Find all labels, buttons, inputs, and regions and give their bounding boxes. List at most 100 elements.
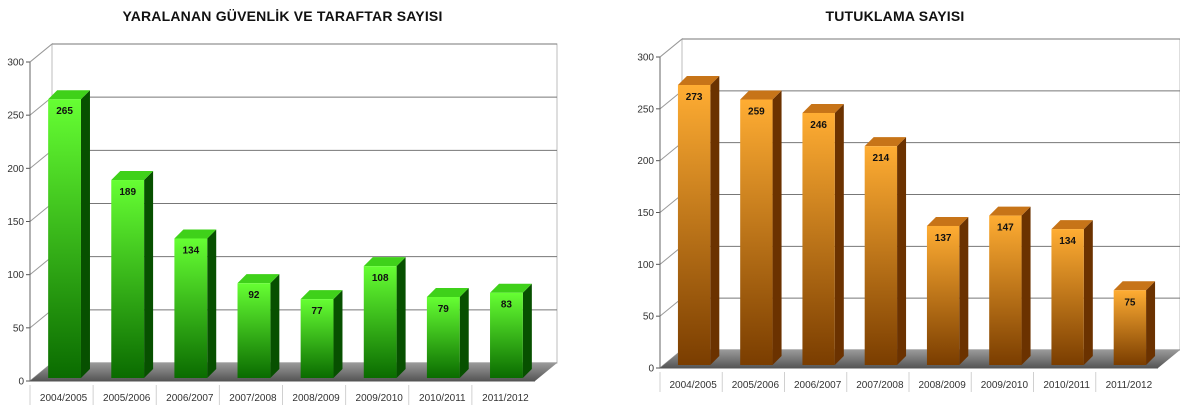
bar xyxy=(363,257,406,378)
bar-front xyxy=(237,283,271,378)
bar xyxy=(300,290,343,378)
data-label: 134 xyxy=(1059,236,1076,247)
bar-side xyxy=(80,90,90,378)
bar-side xyxy=(144,171,154,378)
bar xyxy=(677,75,720,366)
bar-front xyxy=(989,215,1022,365)
bar xyxy=(864,137,907,365)
bar-side xyxy=(207,229,217,378)
chart-panel-left: YARALANAN GÜVENLİK VE TARAFTAR SAYISI 0 5… xyxy=(0,0,565,412)
bar-top xyxy=(677,75,720,85)
x-tick-label: 2006/2007 xyxy=(794,380,842,391)
data-label: 75 xyxy=(1124,297,1136,308)
bar-top xyxy=(1113,281,1156,291)
y-tick-label: 150 xyxy=(637,208,654,219)
bar xyxy=(1113,281,1156,365)
bar-side xyxy=(1146,281,1156,365)
bar-side xyxy=(959,216,969,365)
data-label: 79 xyxy=(438,304,450,315)
bar-front xyxy=(864,146,898,365)
y-tick-label: 300 xyxy=(637,53,654,64)
bar-front xyxy=(1113,290,1147,365)
data-label: 147 xyxy=(997,223,1014,234)
y-tick-label: 150 xyxy=(7,217,24,228)
x-tick-label: 2004/2005 xyxy=(669,380,717,391)
bar xyxy=(174,229,217,378)
bar xyxy=(237,274,280,378)
y-tick-label: 0 xyxy=(648,364,654,375)
bar-chart-injured: 0 50 100 150 200 250 300 265 2004/2005 189 2005/20… xyxy=(7,42,558,405)
bar-top xyxy=(989,206,1031,216)
bar-side xyxy=(772,90,782,366)
bar-top xyxy=(111,171,154,181)
data-label: 189 xyxy=(119,187,136,198)
bar-side xyxy=(710,75,720,366)
bar-side xyxy=(333,290,343,378)
y-tick-label: 250 xyxy=(7,111,24,122)
bar-top xyxy=(740,90,782,100)
bar-top xyxy=(926,216,969,226)
y-tick-label: 250 xyxy=(637,104,654,115)
bar-side xyxy=(834,103,844,365)
plot-floor xyxy=(30,363,557,381)
bar xyxy=(989,206,1031,365)
bar-chart-arrests: 0 50 100 150 200 250 300 273 2004/2005 259 2005/20… xyxy=(637,37,1180,392)
x-tick-label: 2009/2010 xyxy=(356,393,404,404)
bar-front xyxy=(926,225,960,365)
chart-panel-right: TUTUKLAMA SAYISI 0 50 100 150 200 250 300 273 20… xyxy=(610,0,1180,412)
x-tick-label: 2007/2008 xyxy=(856,380,904,391)
x-tick-label: 2009/2010 xyxy=(981,380,1029,391)
bar xyxy=(802,103,844,365)
bar xyxy=(490,283,532,378)
data-label: 108 xyxy=(372,273,389,284)
bar-front xyxy=(174,238,208,378)
bar-side xyxy=(459,287,469,378)
bar-front xyxy=(111,180,145,378)
bar-top xyxy=(426,287,469,297)
data-label: 259 xyxy=(748,107,765,118)
data-label: 214 xyxy=(873,153,890,164)
bar-front xyxy=(363,266,397,378)
data-label: 134 xyxy=(182,246,199,257)
bar-side xyxy=(897,137,907,365)
x-tick-label: 2010/2011 xyxy=(1043,380,1090,391)
bar-side xyxy=(1083,220,1093,365)
bar-top xyxy=(802,103,844,113)
bar-side xyxy=(1021,206,1031,365)
gridline-side xyxy=(29,43,53,63)
y-tick-label: 100 xyxy=(637,260,654,271)
bar-side xyxy=(396,257,406,378)
bar xyxy=(111,171,154,378)
data-label: 246 xyxy=(810,120,827,131)
y-tick-label: 200 xyxy=(637,156,654,167)
x-tick-label: 2005/2006 xyxy=(732,380,780,391)
y-tick-label: 50 xyxy=(643,312,655,323)
bar xyxy=(1051,220,1093,365)
bar-front xyxy=(48,99,81,378)
bar-top xyxy=(48,90,90,100)
plot-floor xyxy=(660,350,1180,368)
bar-front xyxy=(740,99,773,366)
bar-top xyxy=(363,257,406,267)
bar-side xyxy=(270,274,280,378)
bar xyxy=(426,287,469,378)
data-label: 77 xyxy=(312,306,324,317)
x-tick-label: 2006/2007 xyxy=(166,393,214,404)
data-label: 92 xyxy=(248,290,260,301)
x-tick-label: 2008/2009 xyxy=(292,393,340,404)
y-tick-label: 100 xyxy=(7,270,24,281)
x-tick-label: 2005/2006 xyxy=(103,393,151,404)
y-tick-label: 0 xyxy=(18,377,24,388)
bar xyxy=(926,216,969,365)
x-tick-label: 2004/2005 xyxy=(40,393,88,404)
x-tick-label: 2008/2009 xyxy=(918,380,966,391)
y-tick-label: 300 xyxy=(7,58,24,69)
data-label: 273 xyxy=(686,92,703,103)
bar-front xyxy=(677,84,711,366)
bar-top xyxy=(1051,220,1093,230)
chart-title: YARALANAN GÜVENLİK VE TARAFTAR SAYISI xyxy=(122,8,443,24)
x-tick-label: 2011/2012 xyxy=(482,393,529,404)
bar-top xyxy=(237,274,280,284)
data-label: 265 xyxy=(56,106,73,117)
x-tick-label: 2011/2012 xyxy=(1106,380,1153,391)
